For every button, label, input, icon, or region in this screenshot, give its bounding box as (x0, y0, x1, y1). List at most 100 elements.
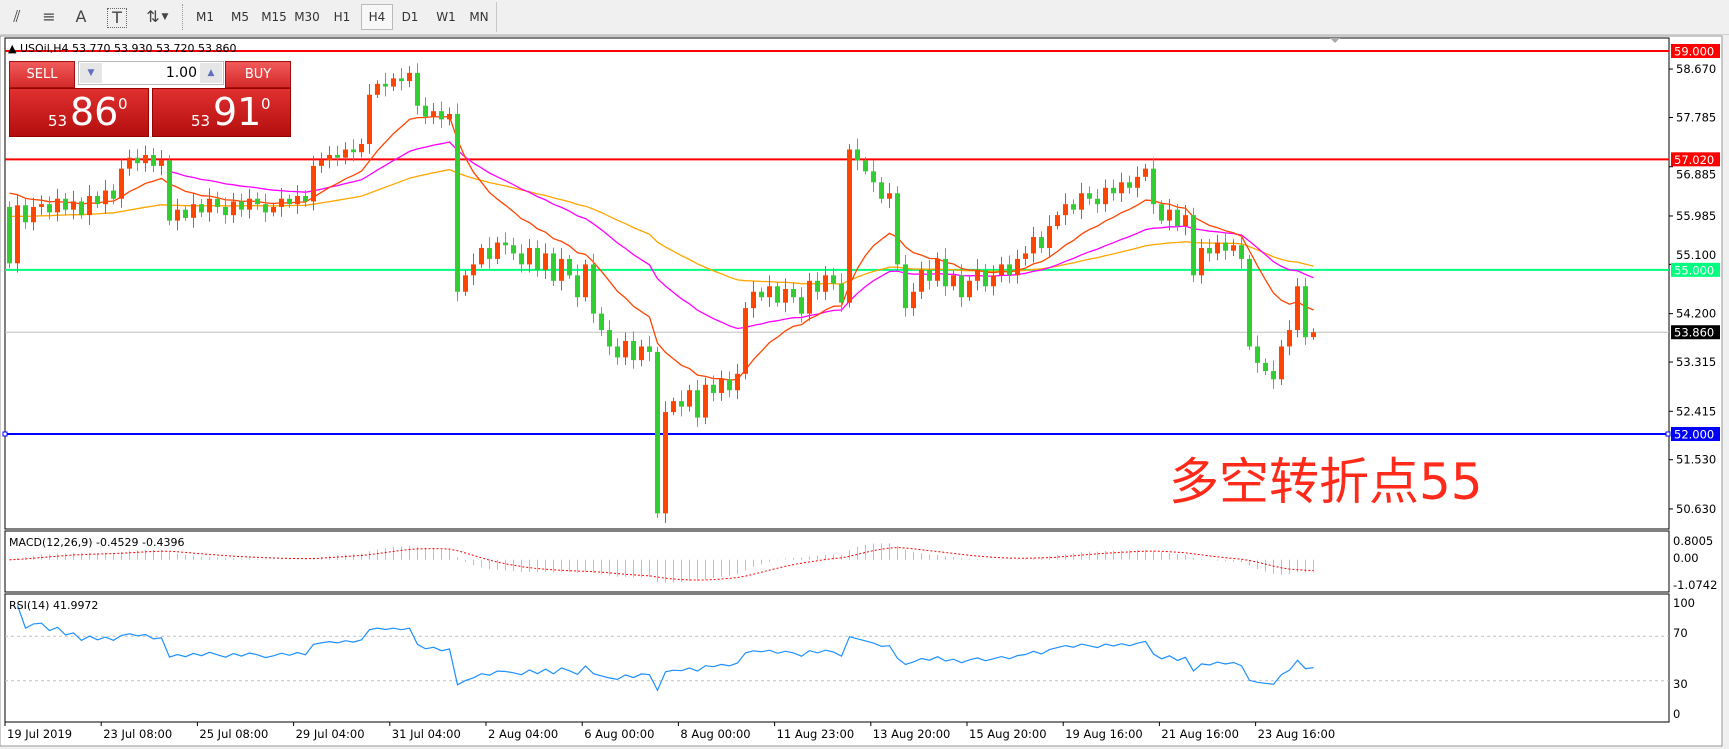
candle-body (887, 193, 892, 199)
chart-annotation[interactable]: 多空转折点55 (1169, 453, 1483, 511)
level-labels: 59.000 57.020 55.000 52.000 53.860 (1671, 44, 1720, 441)
buy-button[interactable]: BUY (225, 61, 291, 88)
candle-body (647, 346, 652, 352)
tf-m5[interactable]: M5 (231, 10, 249, 24)
candle-body (527, 247, 532, 265)
candle-body (1223, 242, 1228, 251)
candle-body (807, 280, 812, 314)
rsi-tick: 30 (1673, 677, 1688, 691)
candle-body (511, 245, 516, 254)
candle-body (135, 157, 140, 164)
tf-h1[interactable]: H1 (333, 10, 351, 24)
candle-body (551, 253, 556, 281)
candle-body (711, 384, 716, 393)
candle-body (879, 182, 884, 199)
buy-price-button[interactable]: 53 91 0 (152, 88, 291, 137)
candle-body (959, 275, 964, 298)
candle-body (687, 390, 692, 407)
macd-tick: -1.0742 (1673, 578, 1717, 592)
horizontal-levels (2, 50, 1671, 437)
time-label: 19 Aug 16:00 (1065, 727, 1143, 741)
text-label-icon[interactable]: T (107, 8, 127, 28)
tf-w1[interactable]: W1 (436, 10, 456, 24)
candle-body (575, 275, 580, 298)
tf-h4[interactable]: H4 (361, 4, 393, 30)
candle-body (455, 113, 460, 292)
candle-body (919, 269, 924, 292)
time-label: 23 Aug 16:00 (1258, 727, 1336, 741)
candle-body (783, 289, 788, 303)
level-label: 59.000 (1674, 45, 1714, 59)
candle-body (1015, 258, 1020, 276)
candle-body (695, 390, 700, 418)
candle-body (63, 198, 68, 210)
sell-price-fraction: 0 (118, 95, 128, 113)
candle-body (1103, 187, 1108, 205)
price-tick-label: 54.200 (1676, 307, 1716, 321)
tf-d1[interactable]: D1 (401, 10, 419, 24)
dropdown-arrow-icon[interactable]: ▼ (161, 12, 169, 22)
candle-body (143, 154, 148, 164)
candle-body (175, 209, 180, 221)
rsi-tick: 70 (1673, 626, 1688, 640)
candle-body (399, 78, 404, 82)
chart-shift-marker-icon[interactable] (1330, 38, 1340, 43)
candle-body (167, 160, 172, 221)
candle-body (1311, 332, 1316, 338)
candle-body (183, 209, 188, 218)
candle-body (735, 373, 740, 391)
candle-body (327, 154, 332, 161)
text-icon[interactable]: A (75, 7, 87, 26)
candle-body (407, 72, 412, 82)
sell-price-button[interactable]: 53 86 0 (9, 88, 149, 137)
candle-body (727, 379, 732, 391)
candle-body (279, 198, 284, 207)
candle-body (375, 83, 380, 95)
sell-price-prefix: 53 (48, 112, 68, 130)
price-tick-label: 55.985 (1676, 209, 1716, 223)
candle-body (1031, 237, 1036, 254)
candle-body (615, 346, 620, 358)
tf-mn[interactable]: MN (469, 10, 489, 24)
rsi-tick: 100 (1673, 596, 1695, 610)
buy-price-fraction: 0 (261, 95, 271, 113)
candle-body (367, 94, 372, 145)
lot-size-input[interactable]: ▼ 1.00 ▲ (78, 61, 224, 85)
lot-increase-icon[interactable]: ▲ (200, 63, 222, 83)
level-handle-icon (1665, 431, 1671, 437)
price-tick-label: 52.415 (1676, 404, 1716, 418)
time-label: 21 Aug 16:00 (1161, 727, 1239, 741)
lot-decrease-icon[interactable]: ▼ (80, 63, 102, 83)
candle-body (535, 247, 540, 270)
candle-body (215, 198, 220, 207)
price-tick-label: 56.885 (1676, 167, 1716, 181)
tf-m15[interactable]: M15 (261, 10, 287, 24)
ma-mid-line (169, 141, 1314, 330)
candle-body (975, 269, 980, 281)
lot-value[interactable]: 1.00 (165, 65, 197, 81)
macd-plot (9, 543, 1314, 583)
macd-tick: 0.8005 (1673, 534, 1713, 548)
candle-body (87, 195, 92, 216)
candle-body (751, 291, 756, 309)
fibonacci-icon[interactable]: ≡ (42, 7, 56, 26)
candle-body (1247, 258, 1252, 347)
candle-body (1303, 286, 1308, 338)
tf-m1[interactable]: M1 (196, 10, 214, 24)
level-label-bg (1671, 44, 1720, 58)
candle-body (1143, 168, 1148, 177)
candle-body (231, 201, 236, 216)
candle-body (1279, 346, 1284, 380)
ma-slow-line (9, 168, 1314, 285)
candle-body (1231, 245, 1236, 251)
tf-m30[interactable]: M30 (294, 10, 320, 24)
candles (7, 63, 1316, 524)
arrows-icon[interactable]: ⇅ (146, 7, 160, 26)
price-tick-label: 57.785 (1676, 110, 1716, 124)
candle-body (207, 198, 212, 213)
sell-button[interactable]: SELL (9, 61, 75, 88)
elliott-wave-icon[interactable]: ⫽ (13, 7, 21, 26)
candle-body (311, 165, 316, 202)
macd-signal-line (9, 547, 1314, 581)
